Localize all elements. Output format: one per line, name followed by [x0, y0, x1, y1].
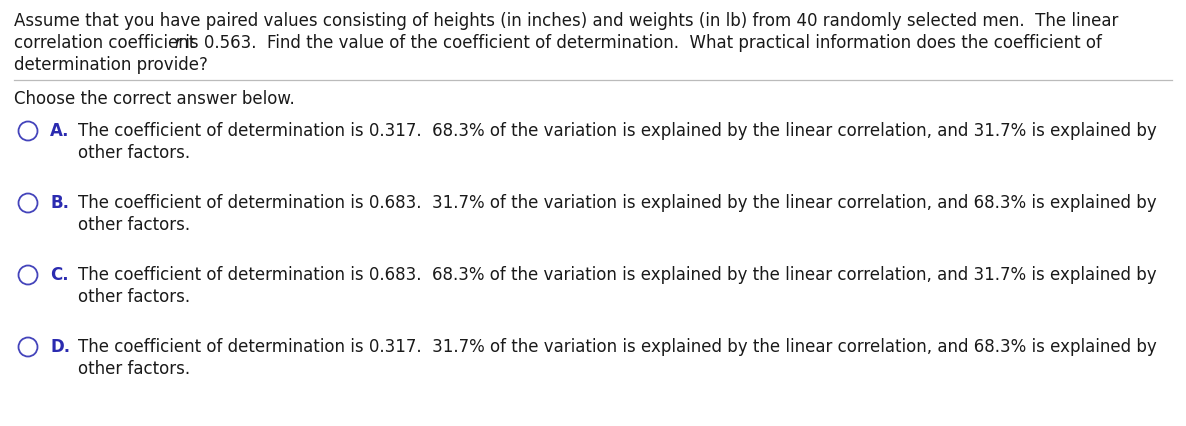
- Text: is 0.563.  Find the value of the coefficient of determination.  What practical i: is 0.563. Find the value of the coeffici…: [180, 34, 1102, 52]
- Text: C.: C.: [50, 266, 69, 284]
- Text: other factors.: other factors.: [78, 288, 190, 306]
- Text: other factors.: other factors.: [78, 216, 190, 234]
- Text: Assume that you have paired values consisting of heights (in inches) and weights: Assume that you have paired values consi…: [14, 12, 1118, 30]
- Text: r: r: [174, 34, 181, 52]
- Text: B.: B.: [50, 194, 69, 212]
- Text: D.: D.: [50, 338, 70, 356]
- Text: Choose the correct answer below.: Choose the correct answer below.: [14, 90, 295, 108]
- Text: The coefficient of determination is 0.683.  31.7% of the variation is explained : The coefficient of determination is 0.68…: [78, 194, 1156, 212]
- Text: correlation coefficient: correlation coefficient: [14, 34, 200, 52]
- Text: determination provide?: determination provide?: [14, 56, 208, 74]
- Text: other factors.: other factors.: [78, 360, 190, 378]
- Text: A.: A.: [50, 122, 70, 140]
- Text: The coefficient of determination is 0.683.  68.3% of the variation is explained : The coefficient of determination is 0.68…: [78, 266, 1156, 284]
- Text: other factors.: other factors.: [78, 144, 190, 162]
- Text: The coefficient of determination is 0.317.  31.7% of the variation is explained : The coefficient of determination is 0.31…: [78, 338, 1156, 356]
- Text: The coefficient of determination is 0.317.  68.3% of the variation is explained : The coefficient of determination is 0.31…: [78, 122, 1156, 140]
